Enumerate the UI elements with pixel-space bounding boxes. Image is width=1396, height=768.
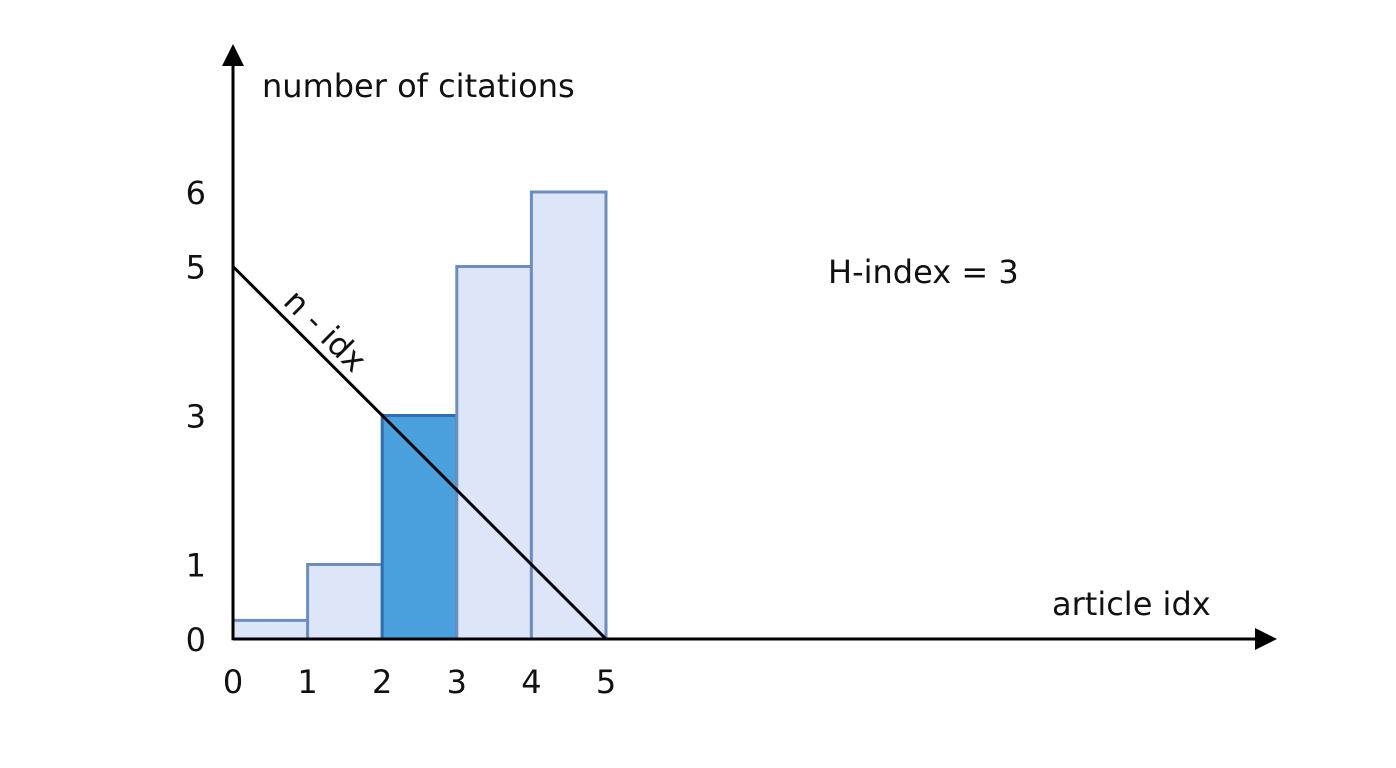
y-axis-label: number of citations <box>262 67 575 105</box>
x-axis-label: article idx <box>1052 585 1211 623</box>
y-tick-label: 5 <box>186 249 206 287</box>
n-minus-idx-line <box>231 265 608 641</box>
bar-highlighted <box>380 414 459 641</box>
y-tick-label: 3 <box>186 398 206 436</box>
x-axis-arrow-icon <box>1255 628 1277 650</box>
y-tick-labels: 0 1 3 5 6 <box>186 174 206 659</box>
y-tick-label: 0 <box>186 621 206 659</box>
x-tick-label: 1 <box>297 663 317 701</box>
x-tick-label: 5 <box>596 663 616 701</box>
x-tick-label: 4 <box>521 663 541 701</box>
y-axis-arrow-icon <box>222 44 244 66</box>
x-tick-label: 3 <box>447 663 467 701</box>
bar <box>529 190 608 641</box>
y-tick-label: 6 <box>186 174 206 212</box>
x-tick-label: 2 <box>372 663 392 701</box>
x-tick-label: 0 <box>223 663 243 701</box>
bar <box>231 618 310 641</box>
bars-layer <box>231 190 608 641</box>
bar <box>306 563 384 641</box>
bar <box>455 265 533 641</box>
x-tick-labels: 0 1 2 3 4 5 <box>223 663 616 701</box>
y-tick-label: 1 <box>186 547 206 585</box>
n-minus-idx-label: n - idx <box>276 282 374 380</box>
h-index-annotation: H-index = 3 <box>828 253 1019 291</box>
